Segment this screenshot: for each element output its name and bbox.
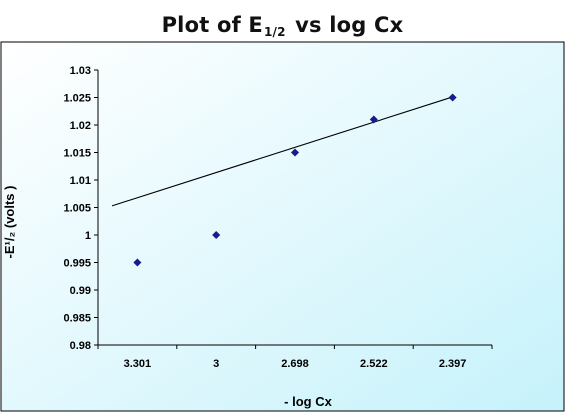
x-axis-ticks: 3.301 3 2.698 2.522 2.397 bbox=[97, 345, 493, 370]
trendline-group bbox=[111, 96, 453, 207]
x-axis-label: - log Cx bbox=[284, 394, 332, 409]
x-tick-label: 3 bbox=[213, 358, 219, 370]
y-tick-label: 1.005 bbox=[63, 203, 91, 215]
y-tick-label: 1.015 bbox=[63, 148, 91, 160]
y-tick-label: 0.985 bbox=[63, 313, 91, 325]
chart-title-suffix: vs log Cx bbox=[295, 13, 404, 37]
y-tick-label: 0.995 bbox=[63, 258, 91, 270]
data-point bbox=[369, 115, 378, 124]
x-tick-label: 2.522 bbox=[360, 358, 388, 370]
y-tick-label: 1.025 bbox=[63, 93, 91, 105]
y-tick-label: 0.99 bbox=[70, 285, 91, 297]
chart-title-subscript: 1/2 bbox=[263, 25, 286, 39]
y-axis-label: -E¹/₂ (volts ) bbox=[2, 186, 17, 259]
chart-title: Plot of E1/2 vs log Cx bbox=[0, 13, 565, 39]
x-tick-label: 3.301 bbox=[124, 358, 152, 370]
x-tick-label: 2.698 bbox=[281, 358, 309, 370]
y-tick-label: 1.03 bbox=[70, 65, 91, 77]
data-point bbox=[448, 93, 457, 102]
data-point bbox=[133, 258, 142, 267]
y-tick-label: 1.02 bbox=[70, 120, 91, 132]
y-tick-label: 1 bbox=[85, 230, 91, 242]
data-point bbox=[290, 148, 300, 157]
chart-title-prefix: Plot of E bbox=[161, 13, 263, 37]
x-tick-label: 2.397 bbox=[439, 358, 467, 370]
trendline bbox=[111, 96, 453, 207]
chart-area-frame bbox=[0, 41, 565, 412]
y-axis-ticks: 0.98 0.985 0.99 0.995 1 1.005 1.01 1.015 1.02 1.0… bbox=[63, 65, 98, 352]
data-point bbox=[212, 230, 221, 240]
data-points bbox=[133, 93, 457, 267]
y-tick-label: 0.98 bbox=[70, 340, 91, 352]
y-tick-label: 1.01 bbox=[70, 175, 91, 187]
